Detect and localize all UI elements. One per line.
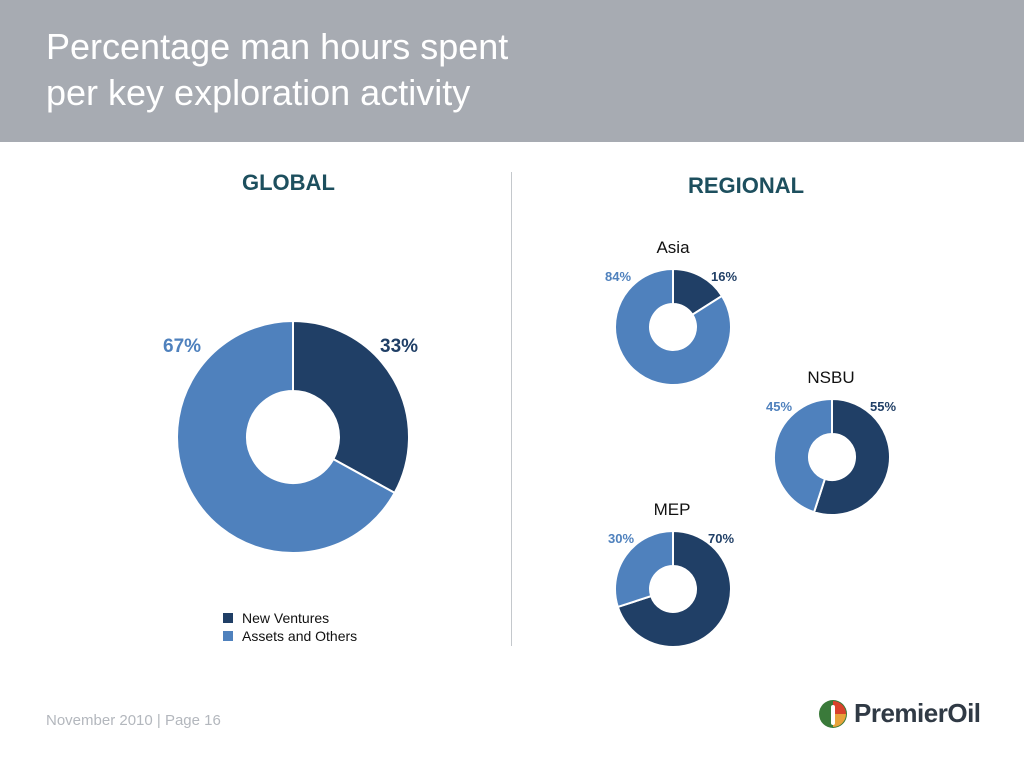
header-bar: Percentage man hours spent per key explo… <box>0 0 1024 142</box>
global-assets-pct: 67% <box>163 336 202 357</box>
mep-new-ventures-pct: 70% <box>708 531 735 546</box>
legend-item-assets-and-others: Assets and Others <box>223 627 357 645</box>
asia-assets-pct: 84% <box>605 269 632 284</box>
global-new-ventures-pct: 33% <box>380 336 419 357</box>
global-slice-assets-and-others <box>176 319 397 554</box>
nsbu-slice-new-ventures <box>812 397 891 516</box>
asia-donut-chart <box>614 267 732 386</box>
premier-oil-logo-text: PremierOil <box>854 698 981 728</box>
footer-date-page: November 2010 | Page 16 <box>46 712 221 729</box>
page-title-line-2: per key exploration activity <box>46 72 471 113</box>
premier-oil-logo: PremierOil <box>818 698 981 729</box>
legend-swatch-assets-and-others <box>223 631 233 641</box>
nsbu-new-ventures-pct: 55% <box>870 399 897 414</box>
page-title-line-1: Percentage man hours spent <box>46 26 509 67</box>
legend-item-new-ventures: New Ventures <box>223 609 357 627</box>
chart-legend: New Ventures Assets and Others <box>223 609 357 645</box>
legend-swatch-new-ventures <box>223 613 233 623</box>
premier-oil-drop-icon <box>819 699 847 728</box>
regional-section-title: REGIONAL <box>688 173 805 198</box>
global-slice-new-ventures <box>292 319 410 495</box>
asia-new-ventures-pct: 16% <box>711 269 738 284</box>
legend-label-new-ventures: New Ventures <box>242 610 330 626</box>
nsbu-slice-assets-and-others <box>773 397 833 514</box>
nsbu-donut-chart <box>773 397 891 516</box>
mep-slice-assets-and-others <box>614 529 674 609</box>
nsbu-chart-title: NSBU <box>807 368 855 387</box>
legend-label-assets-and-others: Assets and Others <box>242 628 358 644</box>
nsbu-assets-pct: 45% <box>766 399 793 414</box>
asia-slice-assets-and-others <box>614 267 732 386</box>
page-title: Percentage man hours spent per key explo… <box>46 24 508 116</box>
mep-assets-pct: 30% <box>608 531 635 546</box>
mep-chart-title: MEP <box>653 500 691 519</box>
section-divider <box>511 172 512 646</box>
global-section-title: GLOBAL <box>242 170 335 195</box>
global-donut-chart <box>176 319 410 554</box>
mep-donut-chart <box>614 529 732 648</box>
mep-slice-new-ventures <box>616 529 732 648</box>
asia-chart-title: Asia <box>656 238 690 257</box>
